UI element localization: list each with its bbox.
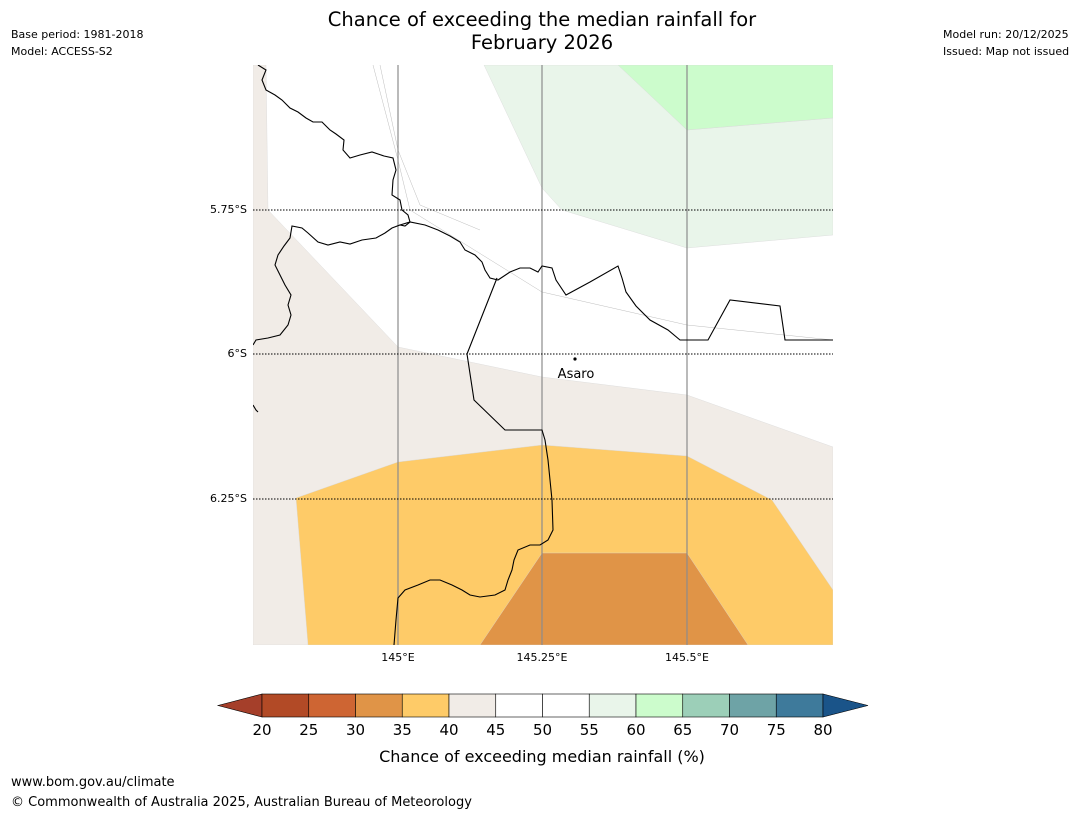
- colorbar-segment: [635, 693, 684, 718]
- title-line-2: February 2026: [470, 31, 614, 54]
- colorbar-segment: [261, 693, 310, 718]
- metadata-right: Model run: 20/12/2025 Issued: Map not is…: [943, 26, 1069, 60]
- latitude-labels: 5.75°S 6°S 6.25°S: [210, 203, 247, 505]
- model-run-text: Model run: 20/12/2025: [943, 28, 1069, 41]
- colorbar-tick-label: 45: [486, 721, 505, 739]
- footer-copyright: © Commonwealth of Australia 2025, Austra…: [11, 795, 472, 810]
- colorbar-extend-low: [216, 693, 263, 718]
- contour-line-1: [372, 65, 833, 341]
- colorbar-segment: [542, 693, 590, 718]
- base-period-text: Base period: 1981-2018: [11, 28, 144, 41]
- colorbar-tick-label: 30: [346, 721, 365, 739]
- colorbar-tick-label: 35: [393, 721, 412, 739]
- contour-line-2: [379, 65, 481, 231]
- colorbar: 20 25 30 35 40 45 50 55 60 65 70 75 80: [216, 693, 869, 739]
- issued-text: Issued: Map not issued: [943, 45, 1070, 58]
- region-60-65: [617, 65, 833, 131]
- lat-label-6-25: 6.25°S: [210, 492, 247, 505]
- colorbar-segment: [401, 693, 450, 718]
- colorbar-segment: [682, 693, 730, 718]
- colorbar-tick-label: 20: [252, 721, 271, 739]
- asaro-marker: [573, 357, 577, 361]
- colorbar-segment: [448, 693, 497, 718]
- boundary-fragment: [253, 404, 259, 413]
- map-title: Chance of exceeding the median rainfall …: [242, 8, 842, 54]
- boundary-interior: [393, 277, 554, 645]
- colorbar-extend-high: [822, 693, 869, 718]
- lon-label-145: 145°E: [381, 651, 414, 664]
- colorbar-tick-label: 55: [580, 721, 599, 739]
- colorbar-tick-label: 70: [720, 721, 739, 739]
- region-30-35: [479, 552, 749, 645]
- colorbar-segment: [495, 693, 543, 718]
- colorbar-label: Chance of exceeding median rainfall (%): [379, 747, 705, 766]
- colorbar-tick-label: 25: [299, 721, 318, 739]
- colorbar-tick-label: 80: [813, 721, 832, 739]
- colorbar-segment: [729, 693, 777, 718]
- colorbar-segment: [355, 693, 403, 718]
- footer-url: www.bom.gov.au/climate: [11, 775, 175, 790]
- title-line-1: Chance of exceeding the median rainfall …: [327, 8, 757, 31]
- lat-label-6: 6°S: [228, 347, 247, 360]
- colorbar-tick-label: 60: [626, 721, 645, 739]
- colorbar-segment: [588, 693, 637, 718]
- colorbar-segment: [308, 693, 356, 718]
- province-boundaries: [253, 65, 833, 645]
- model-text: Model: ACCESS-S2: [11, 45, 113, 58]
- contour-lines: [372, 65, 833, 341]
- gridlines: [253, 65, 833, 645]
- boundary-northeast: [399, 221, 833, 341]
- colorbar-tick-label: 75: [767, 721, 786, 739]
- longitude-labels: 145°E 145.25°E 145.5°E: [381, 651, 709, 664]
- colorbar-tick-label: 40: [439, 721, 458, 739]
- lat-label-5-75: 5.75°S: [210, 203, 247, 216]
- lon-label-145-25: 145.25°E: [517, 651, 568, 664]
- colorbar-segment: [775, 693, 824, 718]
- map-area: Asaro: [253, 65, 833, 645]
- lon-label-145-5: 145.5°E: [665, 651, 709, 664]
- colorbar-tick-label: 65: [673, 721, 692, 739]
- asaro-label: Asaro: [558, 367, 595, 382]
- colorbar-tick-label: 50: [533, 721, 552, 739]
- boundary-north: [253, 65, 411, 346]
- metadata-left: Base period: 1981-2018 Model: ACCESS-S2: [11, 26, 143, 60]
